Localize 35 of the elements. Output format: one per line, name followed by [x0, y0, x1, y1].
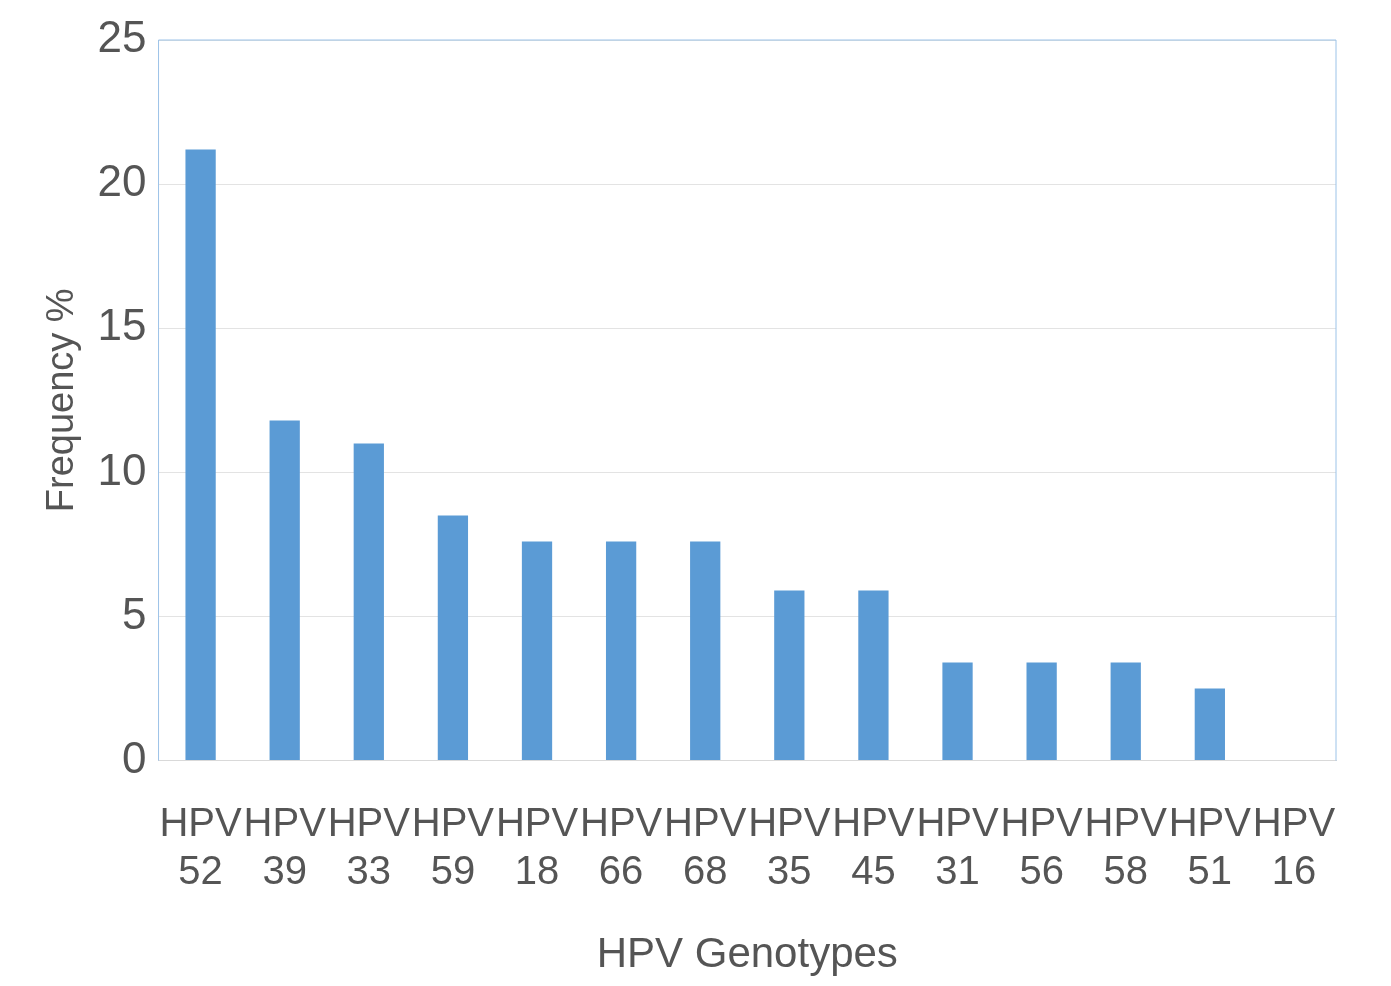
x-tick-label: HPV 39: [243, 799, 327, 892]
x-tick-label: HPV 59: [411, 799, 495, 892]
y-tick-label: 10: [97, 444, 147, 494]
x-tick-label: HPV 51: [1168, 799, 1252, 892]
bar: [437, 515, 469, 761]
x-tick-label: HPV 33: [327, 799, 411, 892]
x-tick-label: HPV 68: [664, 799, 747, 892]
x-axis-title: HPV Genotypes: [596, 929, 898, 977]
y-tick-label: 25: [97, 12, 147, 62]
bar: [185, 149, 216, 761]
bar: [774, 590, 805, 761]
x-tick-label: HPV 16: [1252, 799, 1336, 892]
x-tick-label: HPV 52: [159, 799, 243, 892]
x-tick-label: HPV 31: [916, 799, 999, 892]
bar: [858, 590, 889, 761]
bar: [1026, 662, 1057, 761]
y-tick-label: 15: [97, 300, 147, 350]
bar: [521, 541, 553, 761]
x-tick-label: HPV 66: [579, 799, 663, 892]
y-tick-label: 0: [122, 732, 147, 782]
bar: [690, 541, 721, 761]
bar: [605, 541, 637, 761]
y-tick-label: 5: [122, 588, 147, 638]
bar: [1194, 688, 1225, 761]
x-tick-label: HPV 58: [1084, 799, 1168, 892]
bar: [1110, 662, 1141, 761]
y-tick-label: 20: [97, 156, 147, 206]
bar: [269, 420, 300, 761]
x-tick-label: HPV 18: [495, 799, 579, 892]
y-axis-title: Frequency %: [39, 288, 82, 513]
bar: [353, 443, 384, 761]
bar: [942, 662, 973, 761]
x-tick-label: HPV 35: [748, 799, 831, 892]
x-tick-label: HPV 56: [1000, 799, 1084, 892]
x-tick-label: HPV 45: [832, 799, 915, 892]
